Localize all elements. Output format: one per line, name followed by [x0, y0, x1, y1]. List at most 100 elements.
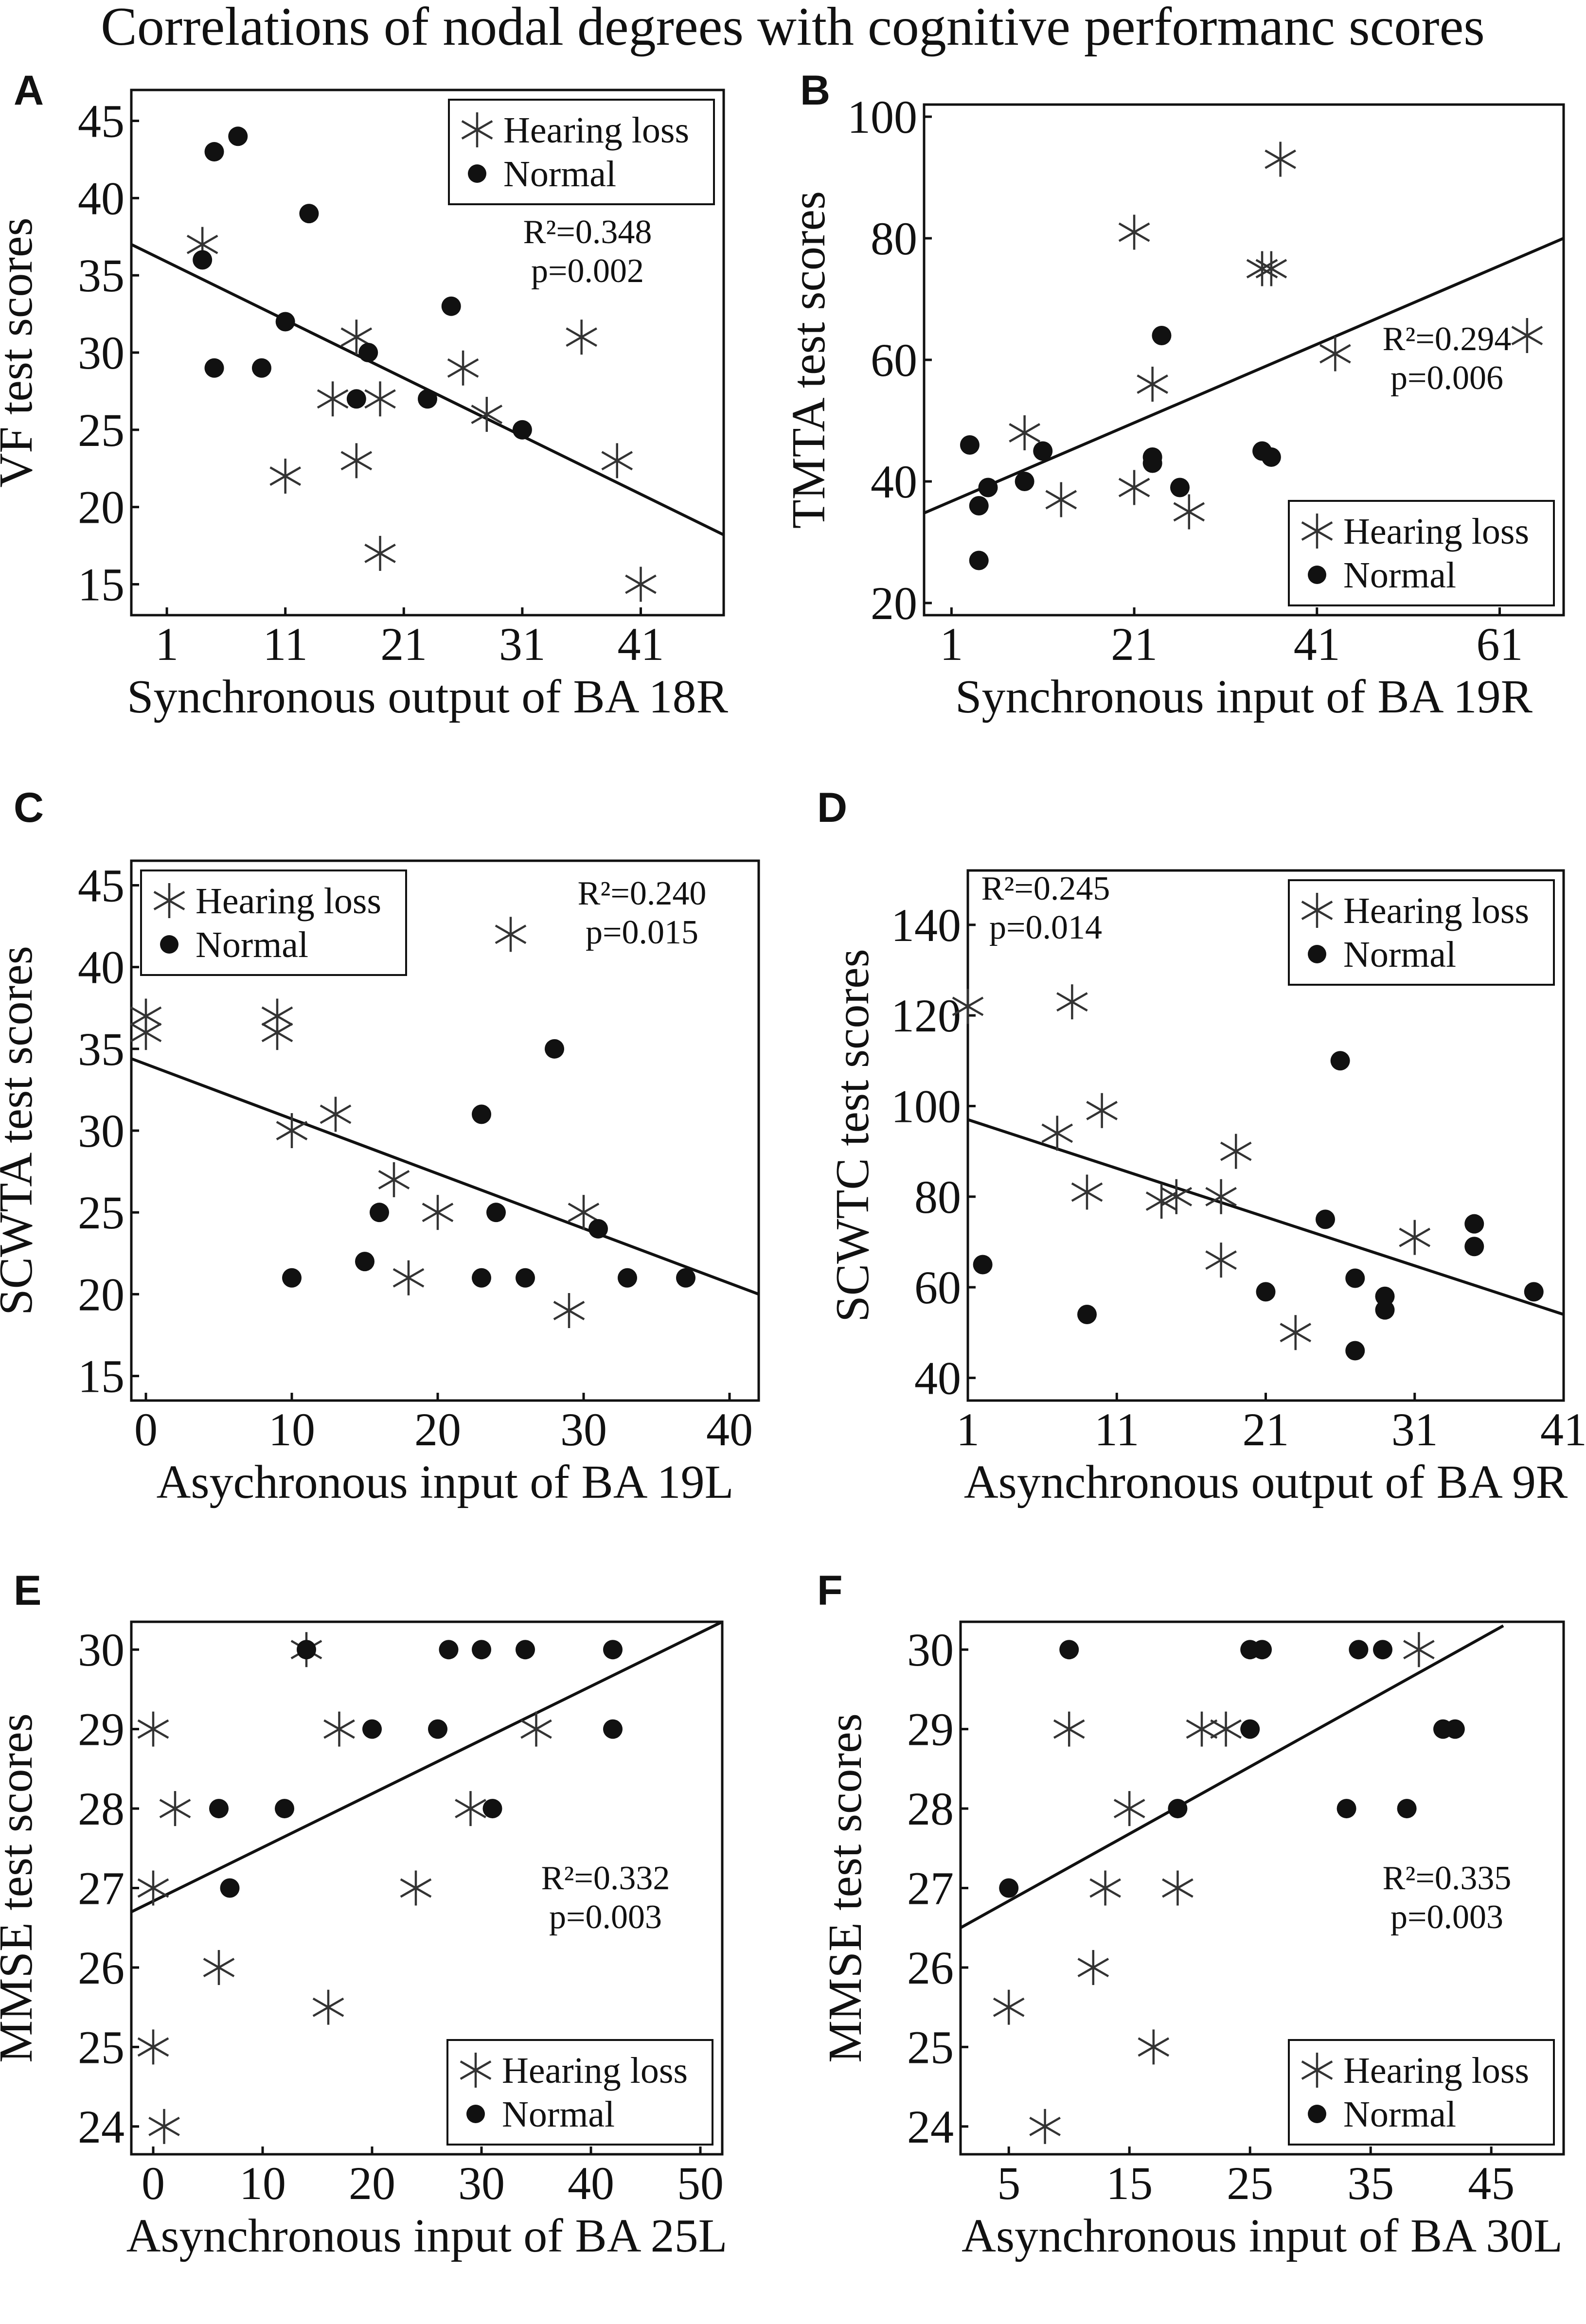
normal-point-e: [428, 1719, 447, 1739]
hearing-loss-point-b: [1255, 251, 1287, 286]
x-tick-label-b: 41: [1294, 618, 1340, 670]
hearing-loss-point-f: [1089, 1870, 1121, 1906]
legend-dot-icon-b: [1308, 566, 1326, 584]
legend-dot-icon-d: [1308, 945, 1326, 963]
x-axis-label-b: Synchronous input of BA 19R: [955, 671, 1533, 723]
x-tick-label-e: 20: [349, 2157, 395, 2209]
x-tick-label-d: 21: [1243, 1403, 1289, 1455]
y-tick-label-d: 60: [914, 1261, 961, 1313]
p-value-d: p=0.014: [989, 909, 1102, 946]
x-axis-label-a: Synchronous output of BA 18R: [127, 671, 729, 723]
normal-point-b: [1033, 441, 1053, 461]
y-tick-label-c: 45: [78, 859, 125, 911]
x-tick-label-d: 11: [1094, 1403, 1139, 1455]
hearing-loss-point-a: [625, 567, 657, 602]
legend-label-hearing-loss-c: Hearing loss: [196, 881, 381, 922]
p-value-e: p=0.003: [549, 1898, 662, 1936]
legend-star-icon-f: [1301, 2053, 1333, 2088]
hearing-loss-point-c: [422, 1195, 454, 1230]
normal-point-a: [275, 312, 295, 332]
normal-point-b: [969, 550, 989, 570]
panel-letter-c: C: [14, 784, 44, 831]
y-tick-label-f: 28: [907, 1783, 954, 1835]
x-tick-label-d: 1: [956, 1403, 980, 1455]
legend-box-b: [1288, 500, 1555, 606]
panel-letter-d: D: [817, 784, 847, 831]
panel-b: B 1 21 41 61 20 40 60 80 100 Synchronous input of …: [783, 67, 1565, 723]
hearing-loss-point-a: [364, 535, 396, 571]
normal-point-a: [418, 389, 437, 409]
x-tick-label-f: 5: [997, 2157, 1020, 2209]
hearing-loss-point-f: [1053, 1711, 1085, 1747]
normal-point-d: [1375, 1286, 1395, 1306]
x-tick-label-f: 45: [1468, 2157, 1515, 2209]
y-tick-label-f: 27: [907, 1863, 954, 1915]
normal-point-a: [204, 358, 224, 378]
y-tick-label-d: 140: [891, 899, 961, 951]
legend-dot-icon-c: [160, 935, 178, 954]
x-tick-label-f: 15: [1106, 2157, 1153, 2209]
hearing-loss-point-a: [471, 397, 503, 432]
normal-point-d: [1256, 1282, 1276, 1302]
normal-point-b: [1152, 326, 1172, 345]
hearing-loss-point-d: [1280, 1315, 1312, 1350]
normal-point-d: [1464, 1237, 1484, 1257]
regression-line-f: [960, 1624, 1504, 1929]
normal-point-f: [999, 1878, 1019, 1898]
hearing-loss-point-f: [993, 1989, 1025, 2025]
y-axis-label-f: MMSE test scores: [819, 1713, 872, 2063]
x-tick-label-e: 40: [568, 2157, 614, 2209]
normal-point-c: [676, 1268, 695, 1288]
normal-point-c: [618, 1268, 637, 1288]
y-tick-label-f: 30: [907, 1624, 954, 1676]
x-tick-label-d: 31: [1391, 1403, 1438, 1455]
hearing-loss-point-c: [495, 917, 527, 952]
hearing-loss-point-e: [137, 1870, 169, 1906]
hearing-loss-point-b: [1118, 470, 1150, 505]
regression-line-d: [967, 1118, 1564, 1316]
normal-point-c: [472, 1268, 491, 1288]
x-tick-label-a: 31: [499, 618, 546, 670]
normal-point-b: [978, 478, 998, 497]
hearing-loss-point-e: [312, 1989, 344, 2025]
hearing-loss-point-c: [276, 1113, 308, 1148]
y-tick-label-d: 120: [891, 990, 961, 1042]
normal-point-d: [1330, 1051, 1350, 1071]
hearing-loss-point-a: [447, 350, 479, 386]
normal-point-a: [193, 250, 213, 270]
legend-box-a: [448, 99, 715, 205]
panel-letter-e: E: [14, 1567, 41, 1614]
hearing-loss-point-e: [137, 2029, 169, 2065]
normal-point-b: [1170, 478, 1190, 497]
hearing-loss-point-b: [1045, 482, 1077, 517]
y-axis-label-b: TMTA test scores: [783, 191, 835, 529]
normal-point-d: [1077, 1304, 1097, 1324]
x-axis-label-f: Asynchronous input of BA 30L: [962, 2210, 1563, 2262]
hearing-loss-point-b: [1511, 318, 1543, 353]
hearing-loss-point-b: [1118, 214, 1150, 250]
hearing-loss-point-d: [1071, 1174, 1103, 1210]
normal-point-c: [370, 1203, 389, 1223]
legend-star-icon-d: [1301, 893, 1333, 928]
p-value-b: p=0.006: [1390, 359, 1503, 397]
legend-box-e: [446, 2039, 713, 2146]
normal-point-e: [482, 1799, 502, 1819]
panel-letter-b: B: [800, 67, 830, 114]
y-tick-label-e: 26: [78, 1942, 125, 1994]
normal-point-f: [1349, 1640, 1369, 1660]
x-tick-label-e: 0: [142, 2157, 165, 2209]
y-tick-label-e: 30: [78, 1624, 125, 1676]
hearing-loss-point-e: [159, 1791, 191, 1827]
legend-star-icon-e: [460, 2053, 492, 2088]
normal-point-d: [1375, 1300, 1395, 1320]
normal-point-f: [1252, 1640, 1272, 1660]
legend-star-icon-a: [461, 112, 493, 147]
y-tick-label-b: 20: [871, 577, 917, 629]
normal-point-c: [486, 1203, 506, 1223]
